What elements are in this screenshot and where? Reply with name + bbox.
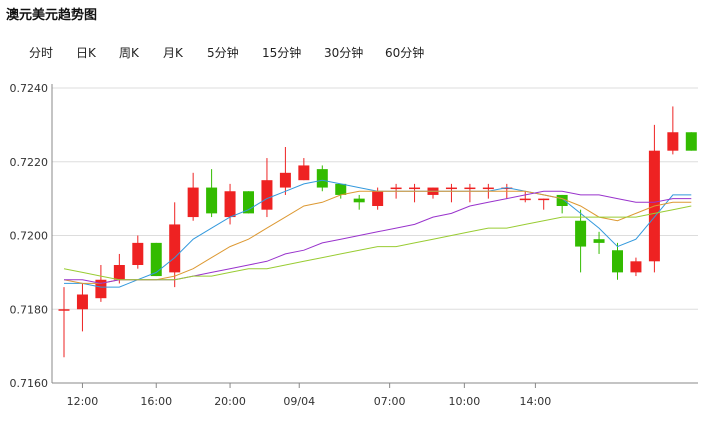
candle-body xyxy=(630,261,642,273)
candle-body xyxy=(335,183,347,195)
tab-5min[interactable]: 5分钟 xyxy=(207,46,239,60)
candle-body xyxy=(372,191,384,206)
candle-body xyxy=(593,239,605,243)
x-tick-label: 16:00 xyxy=(140,395,172,408)
page-title: 澳元美元趋势图 xyxy=(6,8,98,23)
tab-15min[interactable]: 15分钟 xyxy=(262,46,302,60)
tab-monthly-k[interactable]: 月K xyxy=(163,46,183,60)
tab-60min[interactable]: 60分钟 xyxy=(385,46,425,60)
candle-body xyxy=(224,191,236,218)
candle-body xyxy=(298,165,310,181)
tab-time-share[interactable]: 分时 xyxy=(29,46,54,60)
y-tick-label: 0.7240 xyxy=(10,82,49,95)
candle-body xyxy=(132,242,144,265)
candle-body xyxy=(482,187,494,190)
candle-body xyxy=(150,242,162,277)
candle-body xyxy=(685,132,697,151)
candle-body xyxy=(501,187,513,190)
candle-body xyxy=(538,198,550,201)
x-tick-label: 10:00 xyxy=(449,395,481,408)
y-tick-label: 0.7220 xyxy=(10,156,49,169)
moving-average-line xyxy=(63,205,692,281)
y-tick-label: 0.7180 xyxy=(10,303,49,316)
candle-body xyxy=(76,294,88,310)
candle-body xyxy=(390,187,402,190)
tab-daily-k[interactable]: 日K xyxy=(76,46,96,60)
candle-body xyxy=(445,187,457,190)
tab-weekly-k[interactable]: 周K xyxy=(119,46,139,60)
candle-body xyxy=(169,224,181,273)
candle-body xyxy=(353,198,365,203)
candle-body xyxy=(575,220,587,247)
x-tick-label: 12:00 xyxy=(67,395,99,408)
y-tick-label: 0.7200 xyxy=(10,230,49,243)
candle-body xyxy=(95,279,107,299)
candle-body xyxy=(113,265,125,280)
x-tick-label: 07:00 xyxy=(374,395,406,408)
moving-average-line xyxy=(63,190,692,284)
candle-body xyxy=(464,187,476,190)
candle-body xyxy=(243,191,254,214)
candle-body xyxy=(409,187,421,190)
tab-30min[interactable]: 30分钟 xyxy=(324,46,364,60)
x-tick-label: 14:00 xyxy=(520,395,552,408)
x-tick-label: 09/04 xyxy=(283,395,315,408)
candle-body xyxy=(667,132,679,151)
x-tick-label: 20:00 xyxy=(214,395,246,408)
candle-body xyxy=(556,194,568,206)
candle-body xyxy=(261,180,273,210)
candle-body xyxy=(519,198,531,201)
candle-body xyxy=(58,309,70,311)
y-tick-label: 0.7160 xyxy=(10,377,49,390)
candle-body xyxy=(187,187,199,218)
candle-body xyxy=(206,187,218,214)
candle-body xyxy=(279,172,291,188)
candle-body xyxy=(612,250,623,273)
candle-body xyxy=(316,169,328,188)
